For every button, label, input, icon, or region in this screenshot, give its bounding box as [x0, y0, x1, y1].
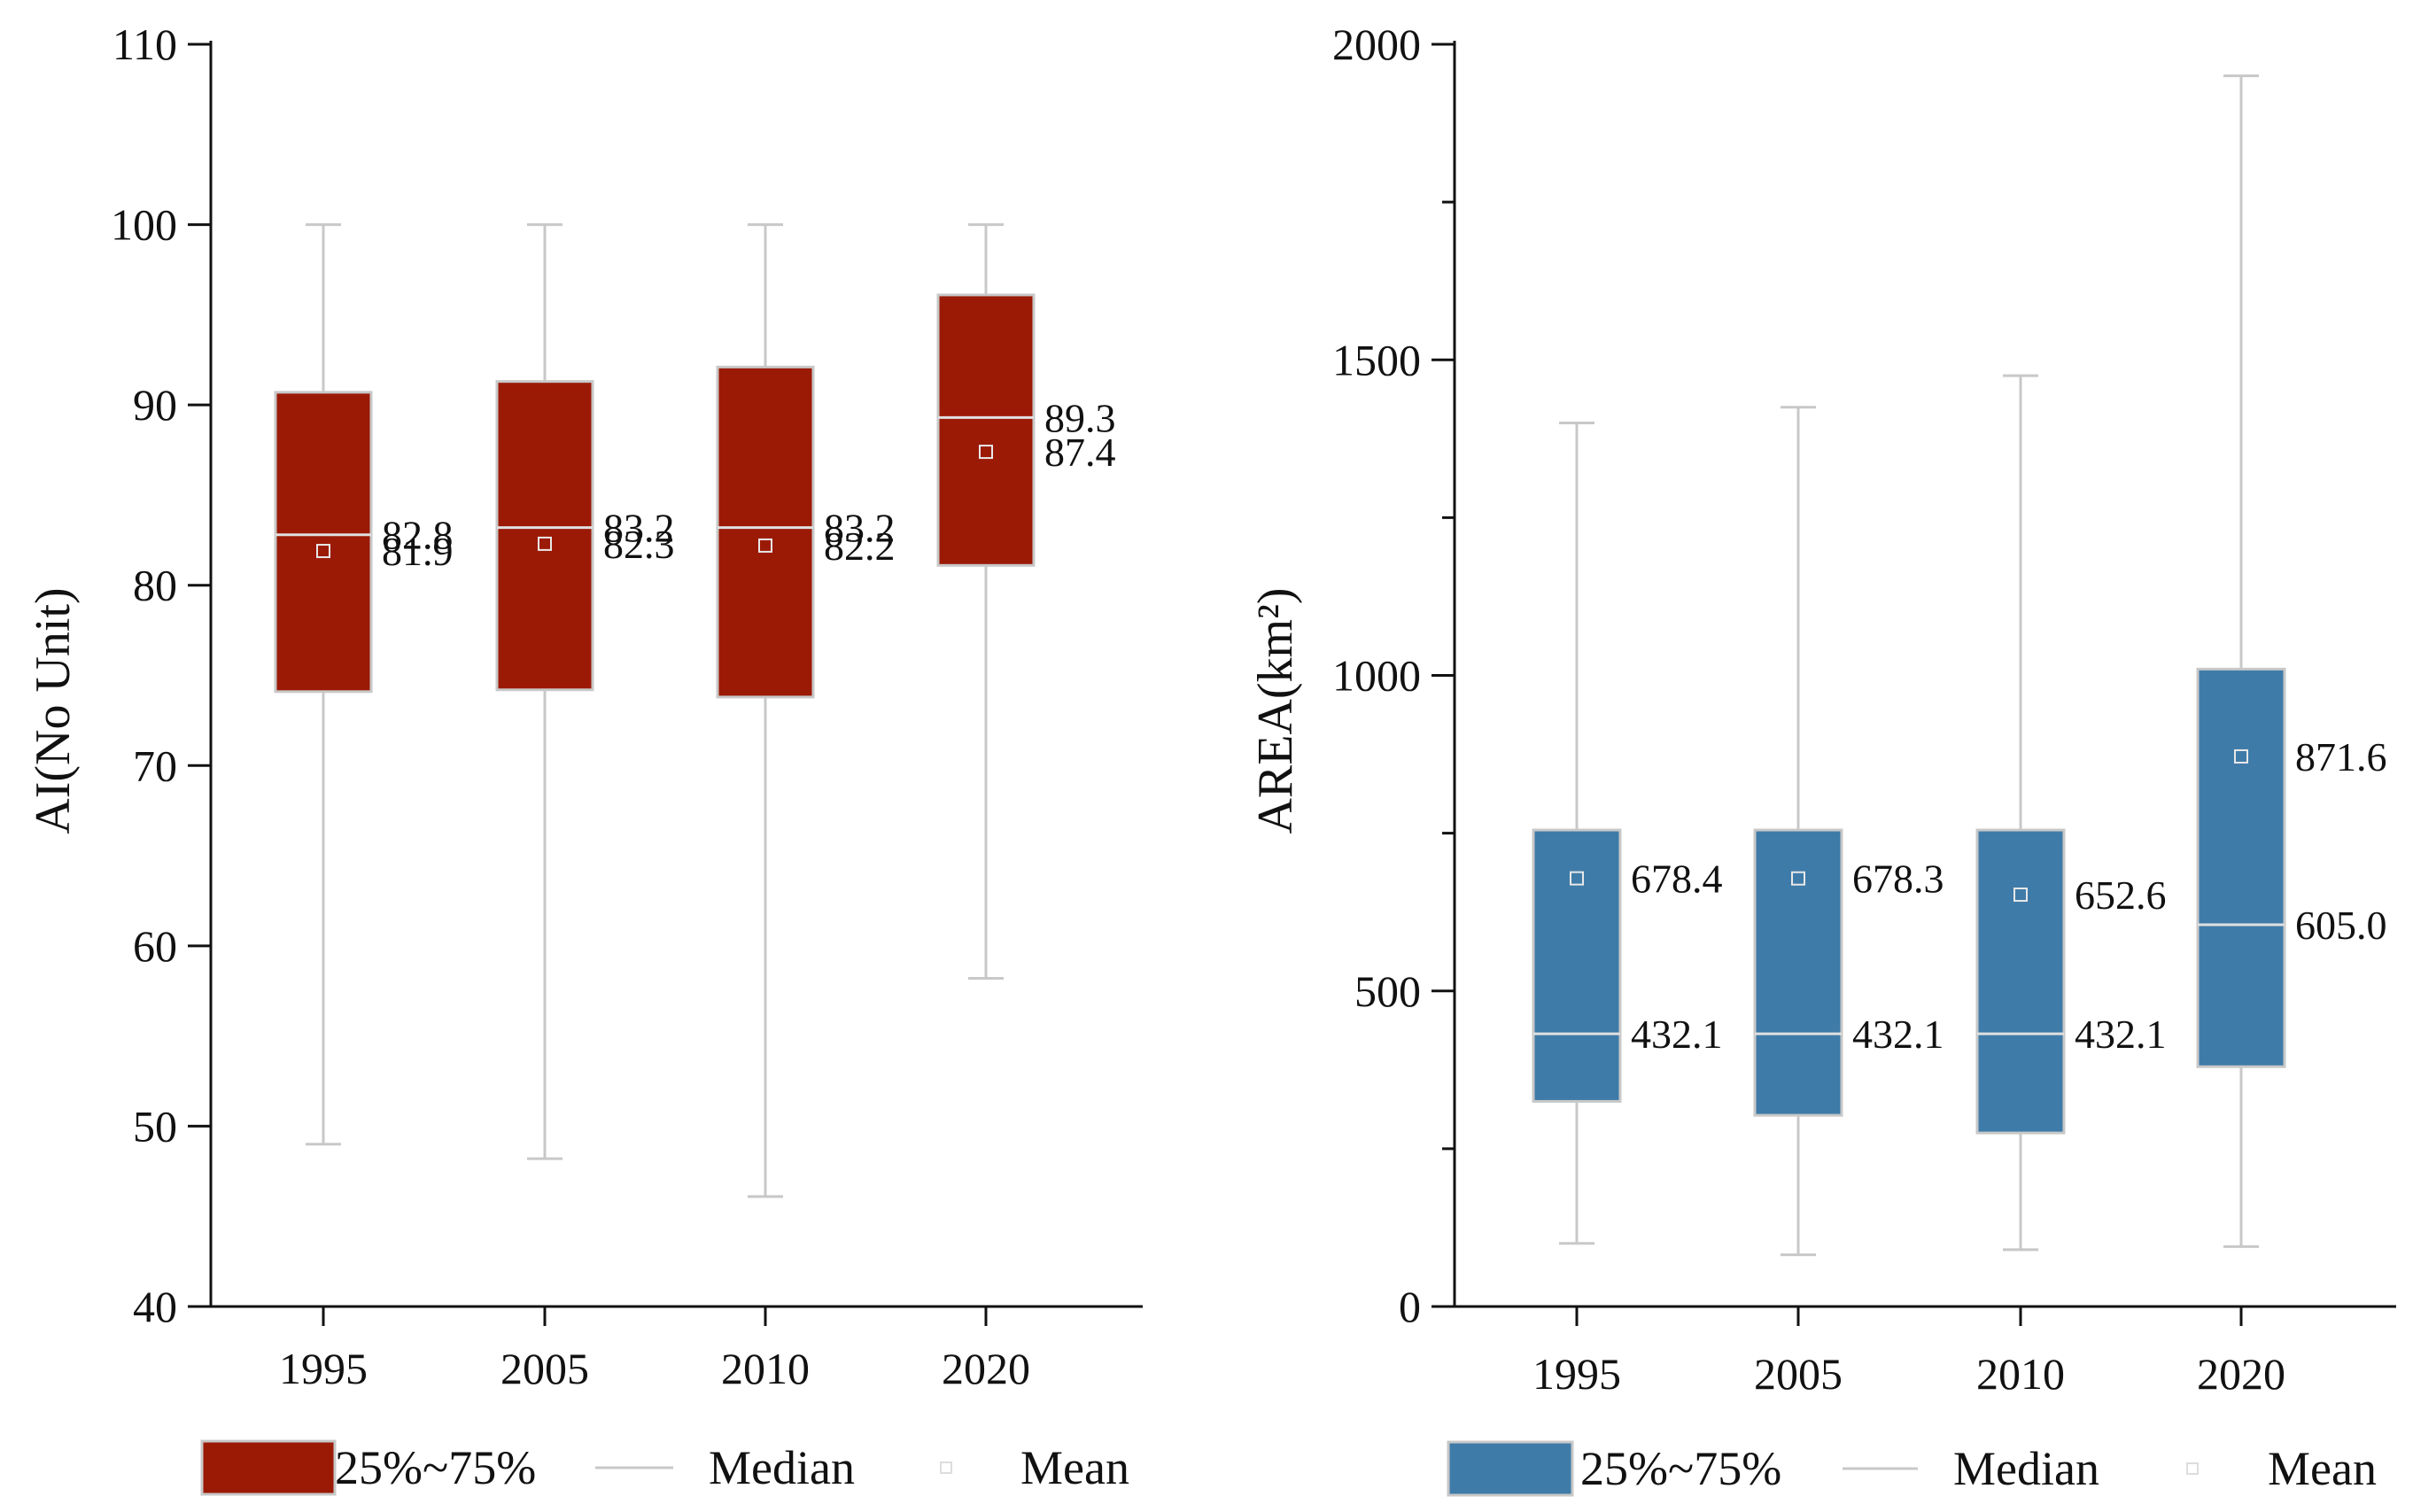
box-2020: 2020 605.0 871.6	[2196, 74, 2387, 1399]
box-1995: 1995 432.1 678.4	[1532, 422, 1723, 1399]
mean-value-label: 82.2	[824, 523, 896, 569]
iqr-box	[716, 365, 815, 699]
x-tick-label: 2010	[1976, 1349, 2065, 1399]
box-1995: 1995 82.881.9	[274, 223, 454, 1393]
mean-value-label: 87.4	[1044, 430, 1116, 475]
legend: 25%~75% Median Mean	[200, 1439, 1129, 1496]
ai-box-chart: 40 50 60 70 80 90 100 110 AI(No Unit) 1995 82.881.…	[26, 19, 1143, 1496]
iqr-box	[274, 391, 373, 694]
x-tick-label: 2005	[500, 1344, 589, 1393]
mean-value-label: 871.6	[2295, 734, 2387, 779]
box-2005: 2005 83.282.3	[495, 223, 675, 1393]
y-tick-label: 70	[133, 740, 177, 790]
median-value-label: 605.0	[2295, 903, 2387, 948]
y-tick-label: 50	[133, 1101, 177, 1151]
median-value-label: 432.1	[2075, 1012, 2167, 1057]
x-tick-label: 1995	[1532, 1349, 1621, 1399]
box-2005: 2005 432.1 678.3	[1753, 406, 1944, 1399]
mean-value-label: 678.4	[1631, 857, 1723, 902]
y-tick-label: 500	[1354, 966, 1421, 1016]
x-tick-label: 2020	[2197, 1349, 2285, 1399]
box-2020: 2020 89.387.4	[936, 223, 1116, 1393]
y-axis-title: AI(No Unit)	[26, 587, 81, 834]
area-box-chart: 0 500 1000 1500 2000 AREA(km²) 1995 432.1 678.4 2…	[1248, 19, 2396, 1497]
legend: 25%~75% Median Mean	[1447, 1440, 2377, 1497]
median-value-label: 432.1	[1631, 1012, 1723, 1057]
mean-value-label: 81.9	[382, 529, 454, 574]
y-tick-label: 2000	[1332, 19, 1421, 69]
legend-mean-label: Mean	[1020, 1441, 1129, 1494]
mean-marker	[2013, 888, 2028, 903]
y-tick-label: 110	[113, 19, 177, 69]
x-tick-label: 1995	[279, 1344, 368, 1393]
legend-box-swatch	[1447, 1440, 1574, 1497]
y-tick-label: 1500	[1332, 335, 1421, 384]
legend-median-label: Median	[709, 1441, 855, 1494]
iqr-box	[936, 293, 1036, 567]
x-tick-label: 2010	[721, 1344, 810, 1393]
median-value-label: 432.1	[1852, 1012, 1944, 1057]
y-tick-label: 80	[133, 561, 177, 610]
legend-median-label: Median	[1953, 1442, 2099, 1495]
mean-value-label: 652.6	[2075, 872, 2167, 918]
mean-marker	[538, 536, 552, 551]
mean-marker	[979, 445, 993, 460]
y-tick-label: 40	[133, 1282, 177, 1331]
median-value-label: 83.2	[824, 506, 896, 551]
mean-marker	[758, 538, 772, 553]
iqr-box	[2196, 667, 2286, 1068]
x-tick-label: 2020	[942, 1344, 1030, 1393]
y-tick-label: 90	[133, 380, 177, 430]
y-tick-label: 100	[111, 200, 177, 250]
y-tick-label: 1000	[1332, 651, 1421, 701]
box-2010: 2010 83.282.2	[716, 223, 896, 1393]
legend-box-swatch	[200, 1439, 337, 1496]
legend-mean-swatch	[2186, 1462, 2199, 1475]
mean-marker	[316, 544, 330, 559]
x-tick-label: 2005	[1754, 1349, 1843, 1399]
y-tick-label: 0	[1399, 1282, 1421, 1331]
y-axis-title: AREA(km²)	[1248, 587, 1303, 834]
legend-mean-swatch	[940, 1462, 952, 1474]
iqr-box	[1753, 828, 1843, 1117]
y-tick-label: 60	[133, 921, 177, 971]
median-value-label: 83.2	[603, 506, 675, 551]
iqr-box	[1975, 828, 2066, 1135]
mean-value-label: 678.3	[1852, 857, 1944, 902]
legend-box-label: 25%~75%	[1580, 1442, 1781, 1495]
mean-marker	[1570, 871, 1584, 886]
mean-marker	[2234, 748, 2248, 764]
legend-box-label: 25%~75%	[335, 1441, 536, 1494]
iqr-box	[495, 380, 594, 692]
mean-value-label: 82.3	[603, 522, 675, 567]
box-2010: 2010 432.1 652.6	[1975, 374, 2167, 1399]
median-value-label: 82.8	[382, 513, 454, 558]
mean-marker	[1791, 871, 1805, 886]
median-value-label: 89.3	[1044, 395, 1116, 440]
iqr-box	[1532, 828, 1622, 1103]
legend-mean-label: Mean	[2268, 1442, 2377, 1495]
